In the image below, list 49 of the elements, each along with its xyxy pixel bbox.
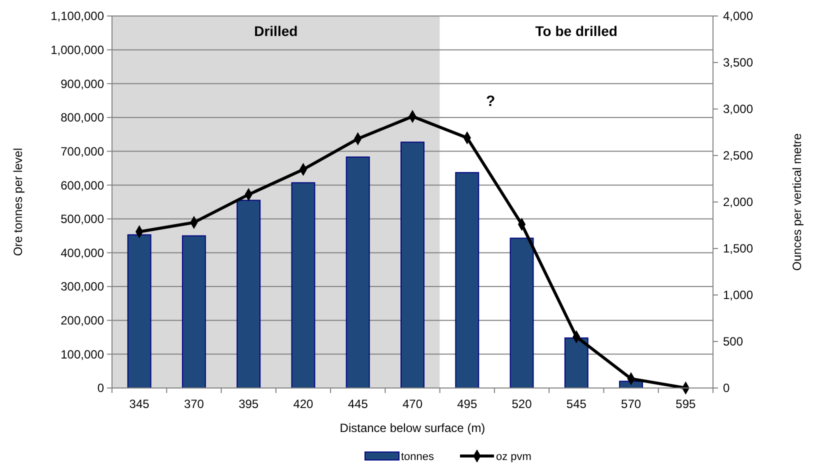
legend-label: tonnes — [401, 450, 435, 463]
x-tick-label: 370 — [184, 397, 204, 411]
bar — [127, 234, 152, 388]
bar — [236, 200, 261, 388]
y-axis-title: Ore tonnes per level — [11, 148, 25, 256]
y2-tick-label: 3,000 — [723, 102, 754, 116]
band-label: Drilled — [254, 23, 298, 39]
y2-tick-label: 1,000 — [723, 288, 754, 302]
x-tick-label: 470 — [402, 397, 423, 411]
bar — [182, 235, 206, 388]
x-tick-label: 520 — [512, 397, 532, 411]
bar — [346, 156, 370, 388]
band-label: To be drilled — [535, 23, 618, 39]
x-tick-label: 570 — [621, 397, 642, 411]
y2-tick-label: 1,500 — [723, 242, 754, 256]
y-tick-label: 1,100,000 — [50, 9, 104, 24]
bar — [455, 172, 480, 388]
x-tick-label: 495 — [457, 397, 478, 411]
y-tick-label: 200,000 — [60, 314, 104, 328]
y-tick-label: 100,000 — [60, 347, 104, 362]
x-tick-label: 545 — [566, 397, 587, 411]
y-tick-label: 500,000 — [60, 212, 104, 226]
y2-tick-label: 2,000 — [723, 195, 754, 210]
y2-axis-title: Ounces per vertical metre — [790, 132, 804, 271]
y2-tick-label: 500 — [723, 334, 744, 349]
y2-tick-label: 3,500 — [723, 56, 754, 70]
bar — [400, 142, 424, 388]
legend-label: oz pvm — [496, 450, 532, 463]
x-tick-label: 445 — [348, 397, 368, 411]
x-tick-label: 420 — [293, 397, 314, 411]
y-tick-label: 0 — [97, 381, 104, 396]
x-tick-label: 345 — [129, 397, 150, 411]
bar — [564, 337, 588, 388]
bar — [291, 182, 316, 388]
x-axis-title: Distance below surface (m) — [340, 421, 486, 435]
x-tick-label: 595 — [676, 397, 696, 411]
y-tick-label: 1,000,000 — [50, 43, 104, 58]
y2-tick-label: 0 — [723, 381, 730, 396]
y2-tick-label: 4,000 — [723, 9, 754, 24]
annotation: ? — [486, 93, 496, 110]
y-tick-label: 800,000 — [60, 110, 104, 125]
y-tick-label: 900,000 — [60, 76, 104, 91]
y-tick-label: 300,000 — [60, 280, 104, 294]
y-tick-label: 400,000 — [60, 246, 104, 260]
y-tick-label: 600,000 — [60, 178, 104, 192]
y-tick-label: 700,000 — [60, 144, 104, 158]
x-tick-label: 395 — [238, 397, 259, 411]
bar — [510, 238, 534, 388]
y2-tick-label: 2,500 — [723, 148, 754, 163]
